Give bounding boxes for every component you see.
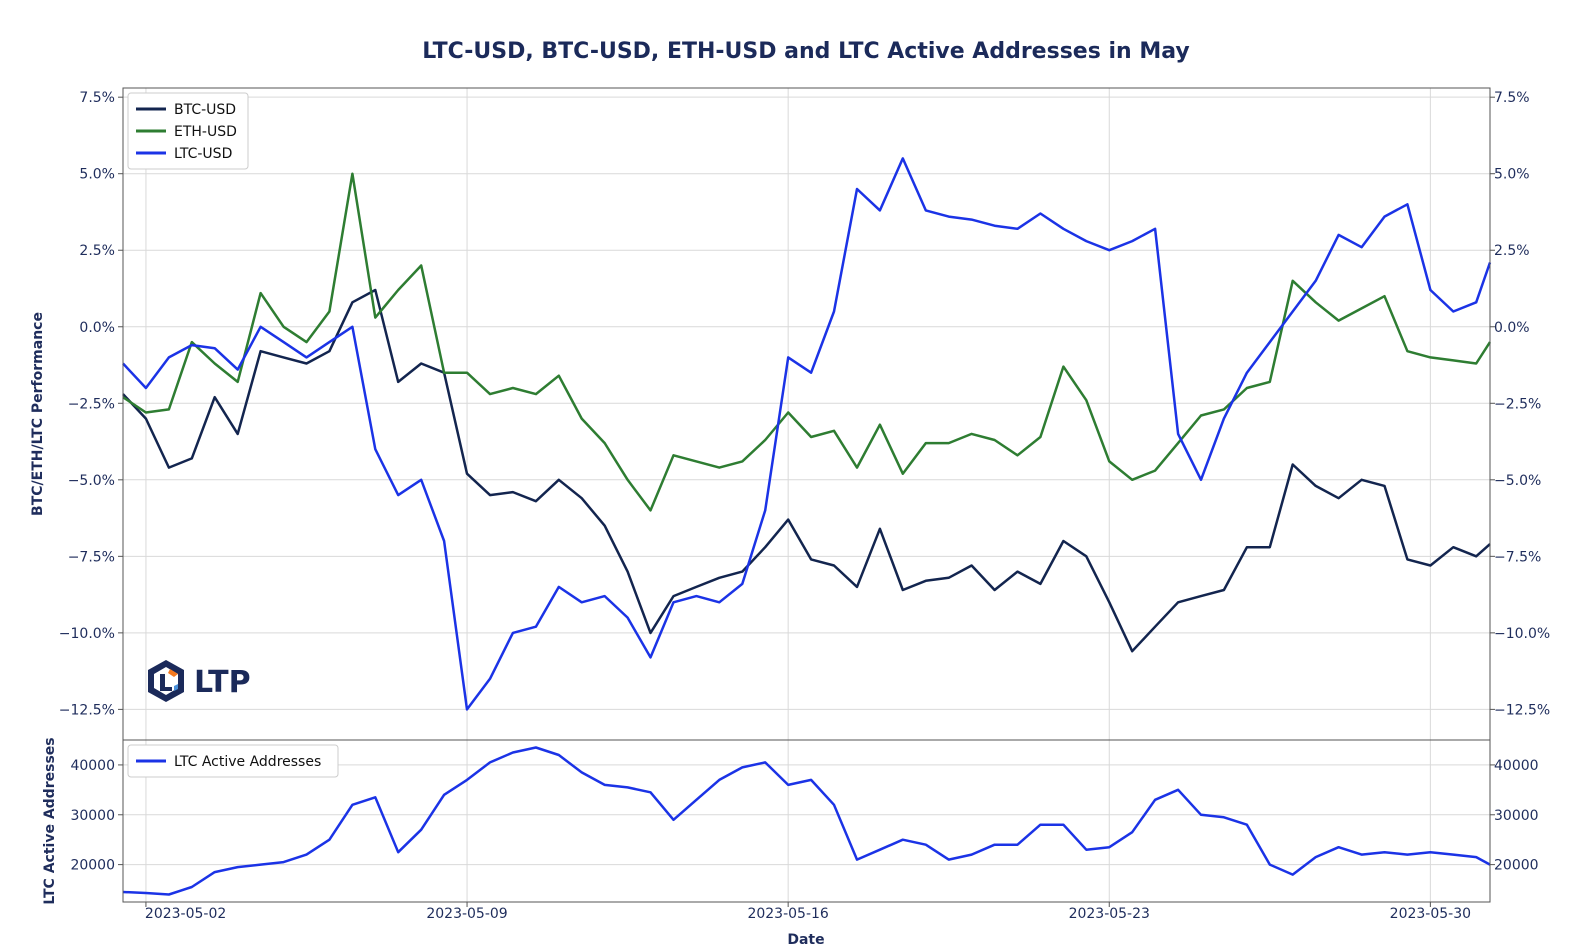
x-tick-label: 2023-05-16 [747,906,828,922]
y-tick-label: −2.5% [68,396,115,412]
y-tick-label-right: 5.0% [1494,167,1530,183]
legend-label: LTC Active Addresses [174,754,321,770]
y-tick-label-right: −7.5% [1494,549,1541,565]
x-tick-label: 2023-05-09 [426,906,507,922]
y-tick-label-right: −10.0% [1494,626,1550,642]
y-tick-label-right: −5.0% [1494,473,1541,489]
legend-label: BTC-USD [174,102,236,118]
y-tick-label: 5.0% [79,167,115,183]
legend-label: ETH-USD [174,124,237,140]
series-line-btc-usd [122,288,1491,653]
y-tick-label: −7.5% [68,549,115,565]
y-tick-label-right: 2.5% [1494,243,1530,259]
active-addresses-panel: 2023-05-02 2023-05-09 2023-05-16 2023-05-23… [42,737,1539,947]
y-tick-label: 2.5% [79,243,115,259]
series-line-eth-usd [122,172,1492,512]
y-tick-label: −10.0% [59,626,115,642]
y-tick-label: −12.5% [59,702,115,718]
y-tick-label: 0.0% [79,320,115,336]
y-tick-label-right: 0.0% [1494,320,1530,336]
y-tick-label-right: −12.5% [1494,702,1550,718]
y-tick-label: 40000 [70,758,115,774]
y-tick-label: 30000 [70,808,115,824]
y-tick-label-right: 30000 [1494,808,1539,824]
y-tick-label: −5.0% [68,473,115,489]
x-tick-label: 2023-05-02 [145,906,226,922]
x-axis-label: Date [787,932,824,947]
y-tick-label-right: 20000 [1494,858,1539,874]
performance-legend: BTC-USD ETH-USD LTC-USD [127,92,249,170]
ltp-logo-icon [148,660,184,702]
performance-panel: 7.5% 7.5% 5.0% 5.0% 2.5% 2.5% 0.0% 0.0% −2.5% −2.… [30,87,1550,741]
active-addresses-y-axis-label: LTC Active Addresses [42,737,58,904]
performance-y-axis-label: BTC/ETH/LTC Performance [30,312,46,516]
y-tick-label-right: 7.5% [1494,90,1530,106]
series-line-ltc-active-addresses [122,746,1491,896]
ltp-logo-text: LTP [194,665,251,700]
legend-box [127,92,249,170]
series-line-ltc-usd [122,157,1492,711]
chart-title: LTC-USD, BTC-USD, ETH-USD and LTC Active… [422,39,1189,64]
legend-label: LTC-USD [174,146,232,162]
x-tick-label: 2023-05-30 [1390,906,1471,922]
active-addresses-legend: LTC Active Addresses [127,744,339,778]
ltp-logo: LTP [148,660,251,702]
legend-box [127,744,339,778]
y-tick-label-right: 40000 [1494,758,1539,774]
y-tick-label: 20000 [70,858,115,874]
x-tick-label: 2023-05-23 [1069,906,1150,922]
y-tick-label: 7.5% [79,90,115,106]
y-tick-label-right: −2.5% [1494,396,1541,412]
